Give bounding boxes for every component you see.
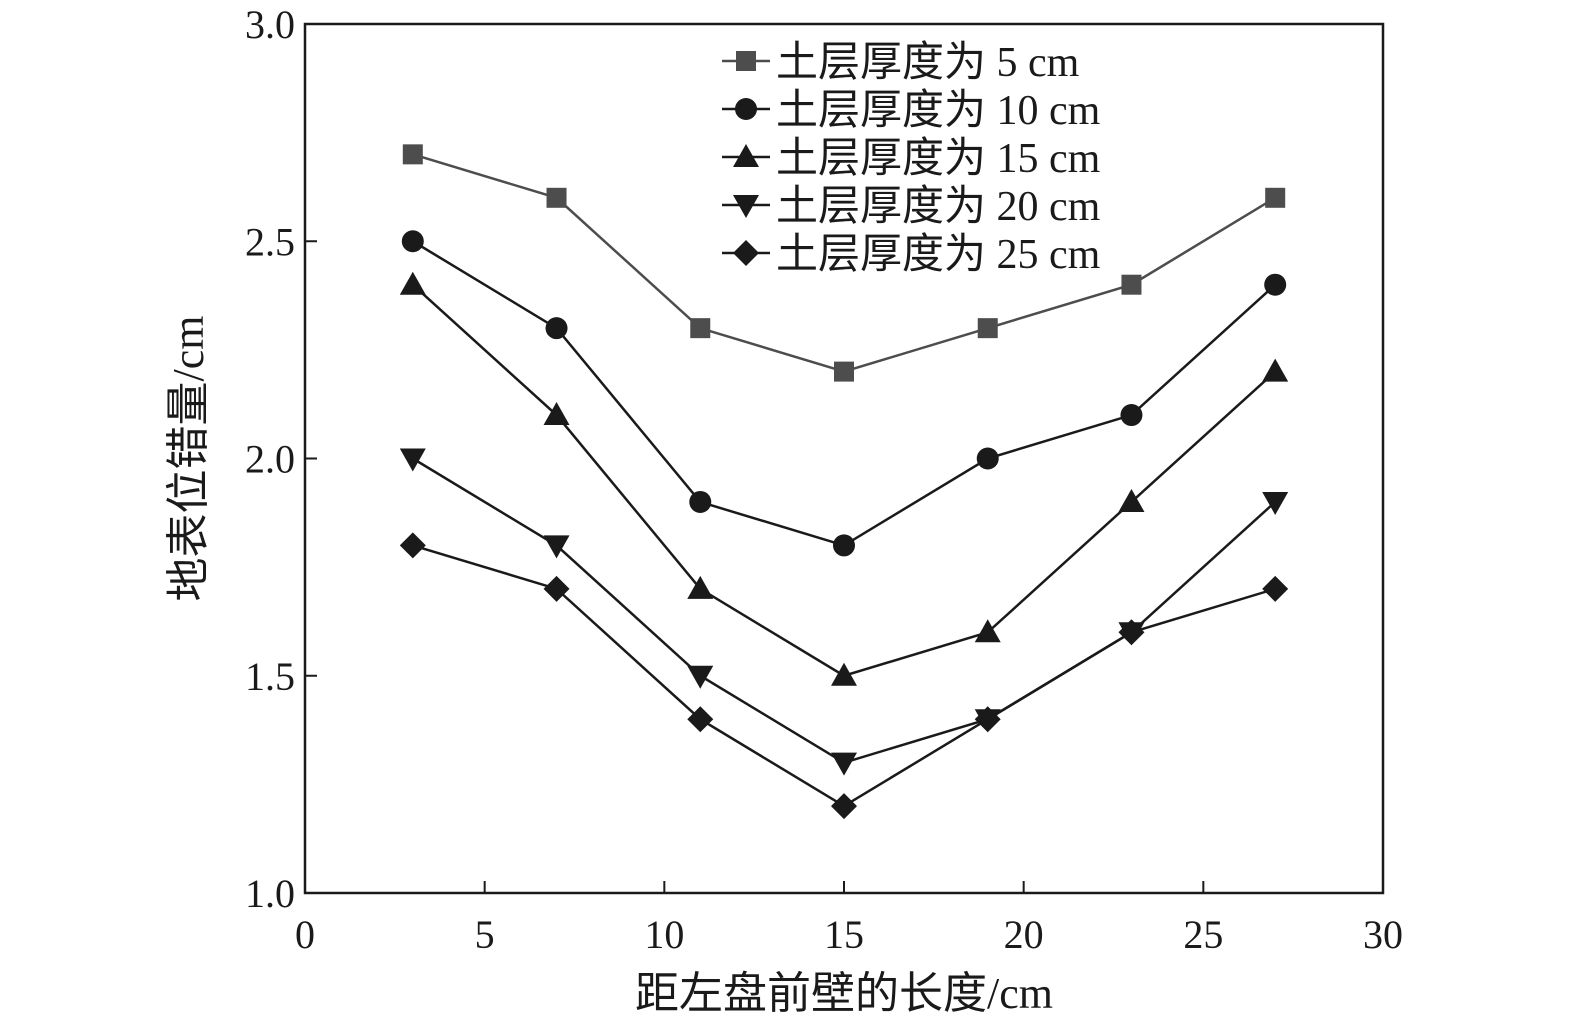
series-line: [411, 283, 1277, 678]
legend-item-3: 土层厚度为 15 cm: [722, 136, 1101, 182]
data-point: [687, 706, 714, 733]
data-point: [399, 271, 426, 295]
x-tick-label: 15: [824, 912, 864, 957]
y-tick-label: 1.5: [245, 654, 295, 699]
legend-label: 土层厚度为 25 cm: [776, 232, 1101, 278]
legend-label: 土层厚度为 15 cm: [776, 136, 1101, 182]
y-tick-label: 2.0: [245, 437, 295, 482]
x-tick-label: 10: [644, 912, 684, 957]
data-point: [833, 534, 855, 557]
x-tick-label: 30: [1363, 912, 1403, 957]
data-point: [689, 490, 712, 513]
legend-item-2: 土层厚度为 10 cm: [722, 88, 1101, 134]
data-point: [1262, 491, 1289, 515]
y-tick-label: 2.5: [245, 219, 295, 264]
data-point: [543, 575, 570, 602]
y-tick-label: 1.0: [245, 871, 295, 916]
legend-label: 土层厚度为 20 cm: [776, 184, 1101, 230]
data-point: [974, 706, 1001, 733]
data-point: [690, 318, 711, 339]
series-line: [412, 457, 1277, 765]
series-5: [399, 532, 1289, 820]
legend-item-5: 土层厚度为 25 cm: [722, 232, 1101, 278]
data-point: [687, 665, 714, 689]
data-point: [545, 317, 568, 340]
x-tick-label: 5: [475, 912, 495, 957]
data-point: [974, 619, 1001, 643]
series-1: [402, 144, 1286, 382]
data-point: [1264, 273, 1287, 296]
series-3: [399, 271, 1289, 686]
data-point: [1118, 488, 1145, 512]
legend-label: 土层厚度为 5 cm: [776, 40, 1080, 86]
data-point: [687, 575, 714, 599]
data-point: [401, 230, 424, 253]
data-point: [831, 752, 857, 776]
legend-item-1: 土层厚度为 5 cm: [722, 40, 1080, 86]
data-point: [834, 361, 854, 382]
data-point: [1262, 358, 1289, 382]
legend-marker: [735, 98, 757, 120]
legend-marker: [733, 240, 759, 266]
legend-marker: [733, 195, 759, 218]
series-2: [401, 230, 1287, 557]
data-point: [399, 448, 426, 472]
x-axis-title: 距左盘前壁的长度/cm: [635, 969, 1053, 1018]
y-axis-title: 地表位错量/cm: [164, 316, 213, 602]
data-point: [831, 793, 857, 820]
series-4: [399, 448, 1289, 776]
series-line: [412, 240, 1277, 547]
data-point: [977, 318, 998, 339]
data-point: [1121, 274, 1142, 295]
x-tick-label: 0: [295, 912, 315, 957]
data-series: [399, 144, 1289, 820]
data-point: [1118, 619, 1145, 646]
axes: 0 5 10 15 20 25 30 1.0 1.5 2.0 2.5 3.0: [245, 2, 1403, 957]
legend-item-4: 土层厚度为 20 cm: [722, 184, 1101, 230]
x-tick-label: 20: [1004, 912, 1044, 957]
data-point: [399, 532, 426, 559]
legend-label: 土层厚度为 10 cm: [776, 88, 1101, 134]
data-point: [1120, 404, 1143, 427]
legend-marker: [736, 51, 756, 71]
legend-marker: [733, 144, 759, 167]
data-point: [976, 447, 999, 470]
data-point: [543, 535, 570, 559]
data-point: [543, 402, 570, 426]
data-point: [546, 187, 567, 208]
y-tick-label: 3.0: [245, 2, 295, 47]
data-point: [402, 144, 423, 165]
data-point: [1262, 575, 1289, 602]
x-tick-label: 25: [1183, 912, 1223, 957]
data-point: [1265, 187, 1286, 208]
data-point: [831, 662, 857, 686]
